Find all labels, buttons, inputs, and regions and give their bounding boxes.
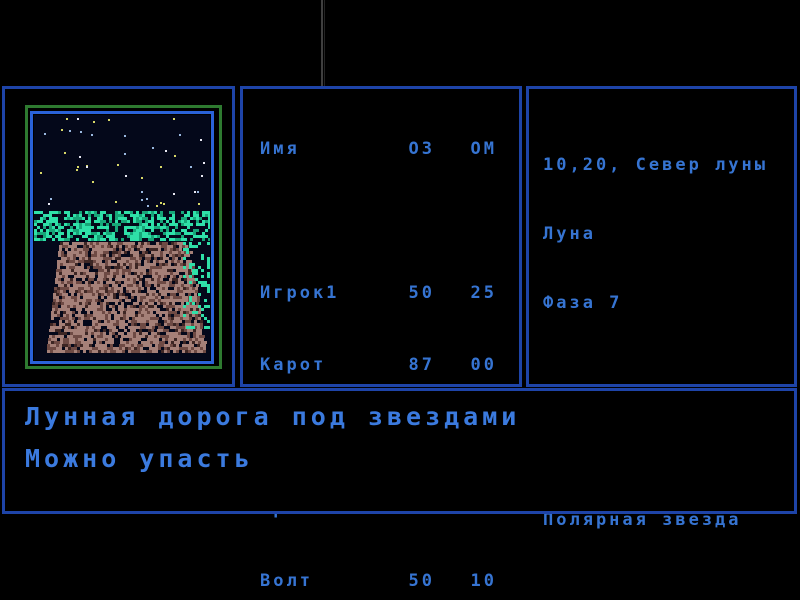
party-member-hp: 50 bbox=[408, 571, 435, 591]
party-header-hp: ОЗ bbox=[408, 139, 435, 159]
party-member-mp: 25 bbox=[470, 283, 497, 303]
party-member-hp: 87 bbox=[408, 355, 435, 375]
party-member-name: Волт bbox=[260, 571, 313, 591]
party-spacer-row bbox=[243, 205, 519, 237]
status-constellation-name: Полярная звезда bbox=[543, 510, 742, 530]
scene-pixel-art bbox=[34, 115, 210, 360]
party-member-mp: 00 bbox=[470, 355, 497, 375]
party-panel: Имя ОЗ ОМ Игрок1 50 25 Карот 87 00 Шэдоу… bbox=[240, 86, 522, 591]
party-table: Имя ОЗ ОМ Игрок1 50 25 Карот 87 00 Шэдоу… bbox=[243, 89, 519, 600]
top-divider-line-shadow bbox=[324, 0, 325, 87]
status-lines: 10,20, Север луны Луна Фаза 7 Созвездие … bbox=[529, 89, 794, 600]
top-divider-line bbox=[321, 0, 323, 87]
log-line-room-warning: Можно упасть bbox=[25, 444, 254, 473]
party-header-row: Имя ОЗ ОМ bbox=[243, 133, 519, 165]
status-gap bbox=[543, 575, 786, 600]
party-header-name: Имя bbox=[260, 139, 300, 159]
party-row: Волт 50 10 bbox=[243, 565, 519, 597]
party-member-hp: 50 bbox=[408, 283, 435, 303]
party-member-mp: 10 bbox=[470, 571, 497, 591]
viewport-panel bbox=[2, 86, 235, 387]
message-log-panel: Лунная дорога под звездами Можно упасть bbox=[2, 388, 797, 514]
viewport-blue-frame bbox=[30, 111, 214, 364]
status-panel: 10,20, Север луны Луна Фаза 7 Созвездие … bbox=[526, 86, 797, 530]
message-log: Лунная дорога под звездами Можно упасть bbox=[5, 391, 794, 480]
log-line-room-title: Лунная дорога под звездами bbox=[25, 402, 521, 431]
party-row: Карот 87 00 bbox=[243, 349, 519, 381]
party-member-name: Игрок1 bbox=[260, 283, 340, 303]
status-moon: Луна bbox=[543, 224, 596, 244]
status-moon-phase: Фаза 7 bbox=[543, 293, 623, 313]
party-member-name: Карот bbox=[260, 355, 327, 375]
party-header-mp: ОМ bbox=[470, 139, 497, 159]
party-row: Игрок1 50 25 bbox=[243, 277, 519, 309]
status-location: 10,20, Север луны bbox=[543, 155, 768, 175]
viewport-green-frame bbox=[25, 105, 222, 369]
